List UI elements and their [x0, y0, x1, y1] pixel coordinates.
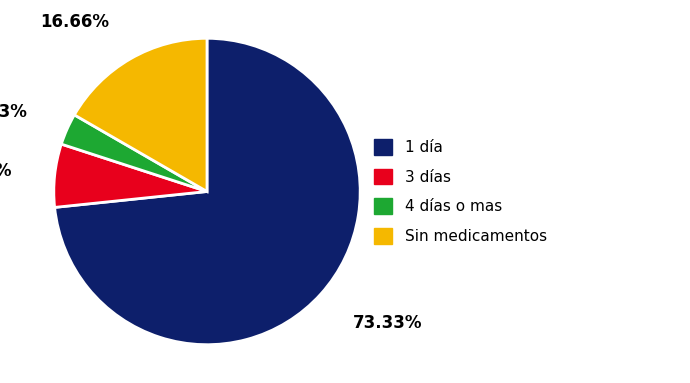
Legend: 1 día, 3 días, 4 días o mas, Sin medicamentos: 1 día, 3 días, 4 días o mas, Sin medicam… [368, 133, 553, 250]
Wedge shape [61, 115, 207, 192]
Text: 73.33%: 73.33% [353, 314, 422, 332]
Wedge shape [55, 38, 360, 345]
Text: 16.66%: 16.66% [40, 13, 109, 31]
Wedge shape [75, 38, 207, 192]
Text: 3.33%: 3.33% [0, 103, 28, 121]
Wedge shape [54, 144, 207, 208]
Text: 6.66%: 6.66% [0, 162, 12, 180]
